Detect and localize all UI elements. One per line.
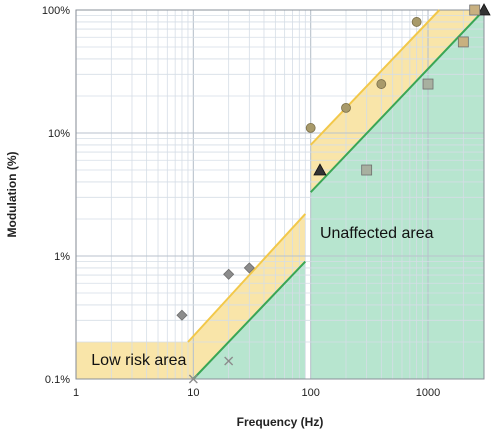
x-tick-label: 1 [73, 387, 79, 399]
y-tick-label: 0.1% [45, 374, 70, 386]
x-tick-label: 10 [187, 387, 199, 399]
data-point-x [188, 374, 198, 384]
plot-frame [75, 9, 485, 380]
data-point-diamond [243, 262, 255, 274]
x-axis-label: Frequency (Hz) [237, 415, 324, 429]
data-point-x [224, 356, 234, 366]
x-tick-label: 1000 [416, 387, 440, 399]
data-point-circle [341, 102, 351, 113]
unaffected-region-part-2 [310, 10, 484, 379]
data-point-diamond [223, 268, 235, 280]
y-tick-label: 10% [48, 128, 70, 140]
data-point-triangle [313, 163, 327, 176]
data-points-layer [176, 3, 491, 384]
unaffected-area-label: Unaffected area [320, 225, 434, 242]
x-tick-label: 100 [301, 387, 319, 399]
boundary-line-2 [309, 9, 485, 193]
x-stroke-b [224, 356, 234, 366]
data-point-circle [376, 79, 387, 89]
x-stroke-b [188, 374, 198, 384]
boundary-line-1 [192, 260, 307, 380]
y-tick-label: 1% [54, 251, 70, 263]
y-tick-label: 100% [42, 5, 70, 17]
low-risk-area-label: Low risk area [91, 352, 186, 369]
boundary-lines-layer [187, 9, 485, 380]
data-point-circle [411, 17, 422, 27]
data-point-diamond [176, 309, 188, 321]
data-point-square [469, 4, 481, 16]
y-axis-label: Modulation (%) [5, 152, 19, 238]
data-point-square [422, 78, 434, 90]
low-risk-region-part-1 [76, 213, 306, 379]
data-point-square [457, 36, 469, 48]
tick-labels-layer: 1 10 100 1000 0.1% 1% 10% 100% [42, 5, 440, 399]
data-point-square [361, 164, 373, 176]
grid-layer [75, 9, 485, 380]
data-point-triangle [477, 3, 491, 16]
data-point-circle [305, 123, 316, 133]
boundary-line-4 [309, 9, 441, 146]
boundary-line-3 [187, 213, 307, 343]
